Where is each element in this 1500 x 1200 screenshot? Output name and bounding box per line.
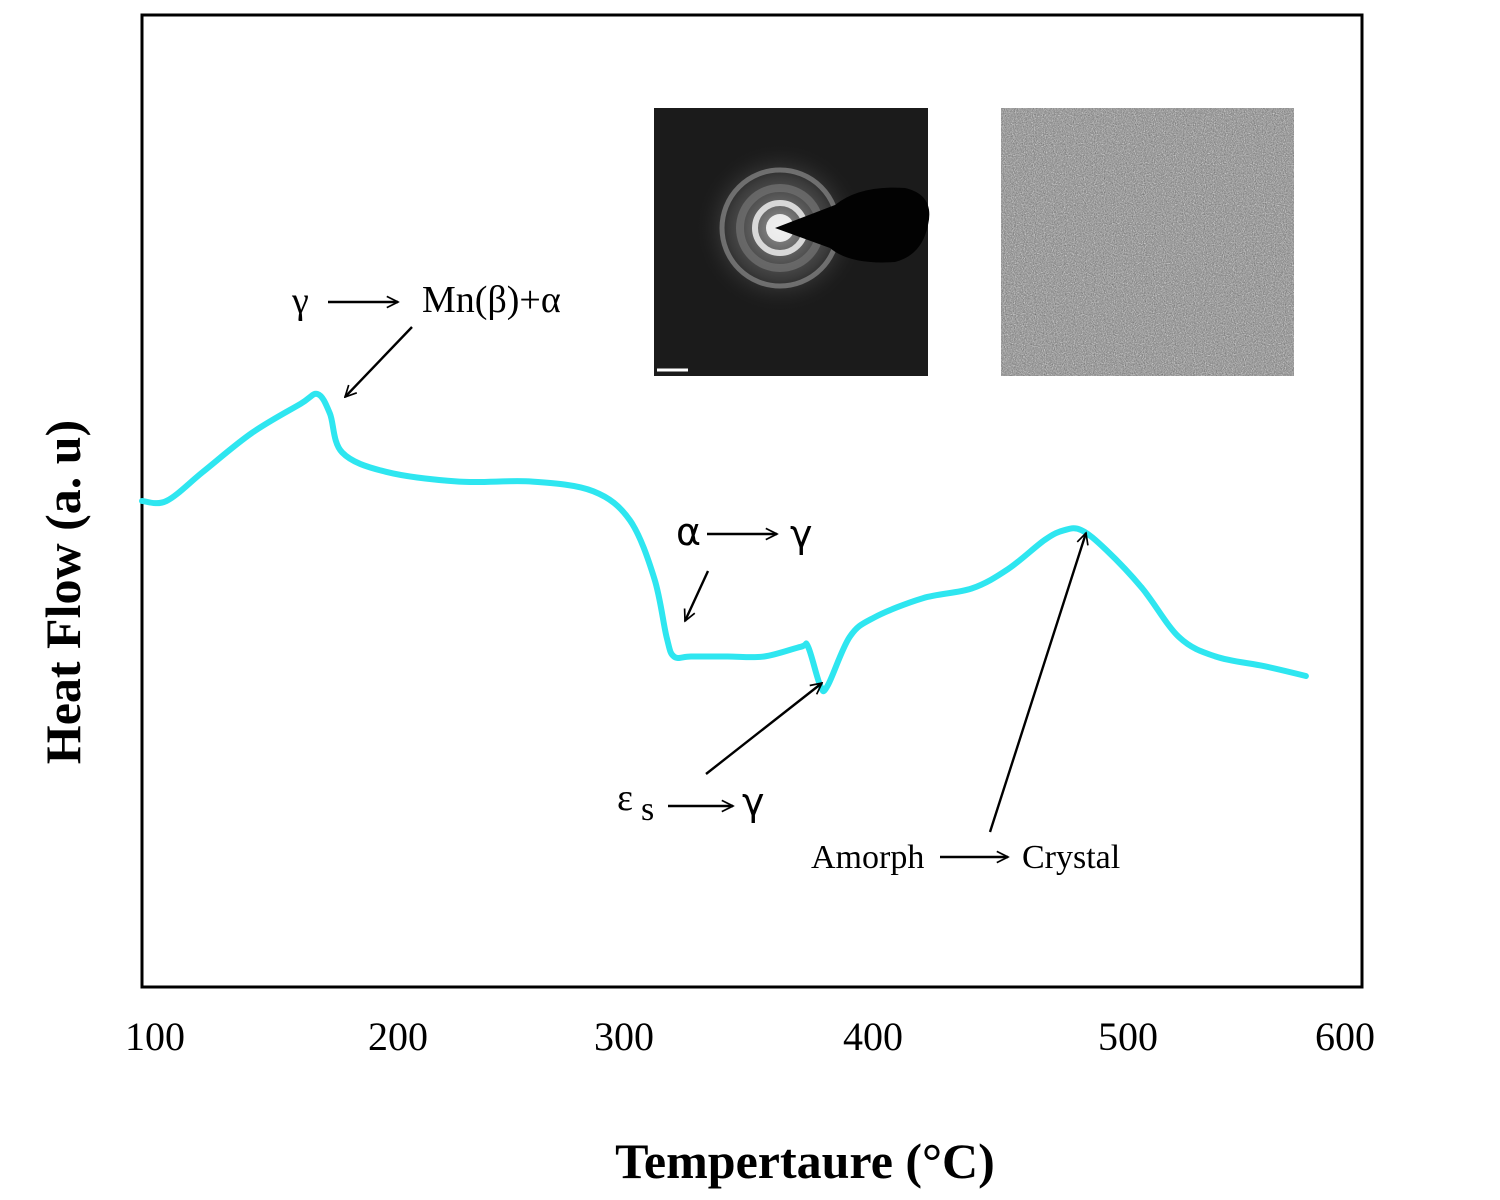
x-tick-labels: 100 200 300 400 500 600 <box>125 1014 1375 1059</box>
x-tick-label: 300 <box>594 1014 654 1059</box>
annotation-alpha-to-gamma: α γ <box>676 510 813 621</box>
annotation-pre: ε <box>617 777 633 819</box>
x-tick-label: 100 <box>125 1014 185 1059</box>
annotation-post: γ <box>790 512 813 556</box>
annotation-post: Mn(β)+α <box>422 279 561 321</box>
annotation-epsilon-to-gamma: ε s γ <box>617 683 822 828</box>
x-axis-title: Tempertaure (°C) <box>615 1133 995 1189</box>
x-tick-label: 200 <box>368 1014 428 1059</box>
annotation-post: γ <box>742 780 765 824</box>
x-tick-label: 400 <box>843 1014 903 1059</box>
heat-flow-curve <box>139 390 1309 695</box>
saed-pattern-inset <box>654 108 930 376</box>
x-tick-label: 500 <box>1098 1014 1158 1059</box>
annotation-pre: Amorph <box>811 839 924 876</box>
annotation-post: Crystal <box>1022 839 1120 876</box>
y-axis-title: Heat Flow (a. u) <box>35 420 91 764</box>
annotation-gamma-to-mn-beta-alpha: γ Mn(β)+α <box>291 279 561 397</box>
annotation-pointer-arrow <box>345 326 413 397</box>
hrtem-lattice-inset <box>1001 108 1294 376</box>
annotation-pointer-arrow <box>685 570 710 621</box>
annotation-pre: γ <box>291 280 309 322</box>
annotation-pointer-arrow <box>705 683 822 775</box>
annotation-amorph-to-crystal: Amorph Crystal <box>811 533 1120 876</box>
annotation-subscript: s <box>641 791 654 828</box>
x-tick-label: 600 <box>1315 1014 1375 1059</box>
annotation-pointer-arrow <box>988 533 1086 833</box>
annotation-pre: α <box>676 510 701 554</box>
